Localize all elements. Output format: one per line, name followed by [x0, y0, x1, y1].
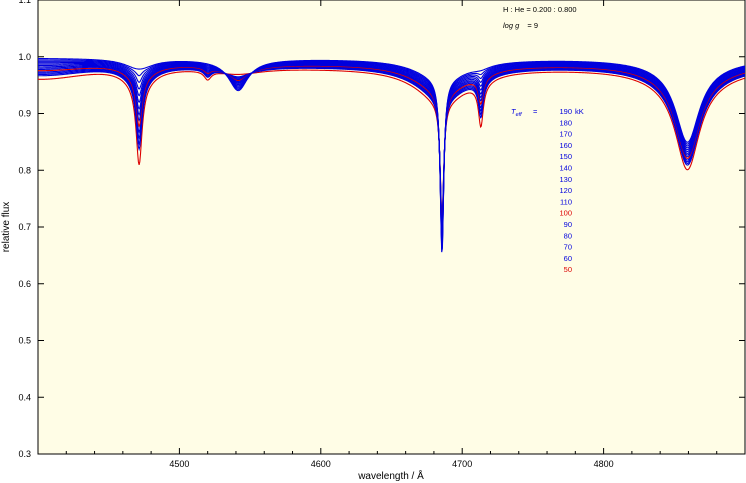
legend-entry: 190	[559, 107, 572, 116]
teff-equals: =	[533, 107, 538, 116]
logg-label: log g	[503, 21, 520, 30]
legend-entry: 160	[559, 141, 572, 150]
teff-label: Teff	[511, 107, 522, 118]
series-line-130	[38, 63, 745, 236]
annotation-layer: H : He = 0.200 : 0.800 log g = 9 Teff =	[503, 5, 577, 118]
series-layer	[38, 57, 745, 253]
legend-entry: 90	[564, 220, 572, 229]
legend-entry: 60	[564, 254, 572, 263]
x-tick-label: 4600	[311, 459, 331, 469]
y-tick-label: 0.7	[18, 222, 31, 232]
y-tick-label: 0.8	[18, 165, 31, 175]
x-tick-label: 4500	[169, 459, 189, 469]
ticks-layer: 4500 4600 4700 4800 0.3 0.4 0.5 0.6 0.7 0.8 0.9 1.0…	[18, 0, 745, 469]
teff-symbol: T	[511, 107, 517, 116]
series-line-140	[38, 62, 745, 239]
legend-entry: 50	[564, 265, 572, 274]
legend-entry: 170	[559, 130, 572, 139]
legend-entry: 120	[559, 186, 572, 195]
series-line-110	[38, 64, 745, 232]
legend-entry: 110	[560, 197, 572, 206]
series-line-170	[38, 60, 745, 247]
y-tick-label: 1.0	[18, 52, 31, 62]
y-tick-label: 0.5	[18, 336, 31, 346]
x-tick-label: 4700	[452, 459, 472, 469]
y-tick-label: 0.9	[18, 109, 31, 119]
legend-unit: kK	[575, 107, 584, 116]
legend-entry: 70	[564, 243, 572, 252]
series-line-60	[38, 67, 745, 221]
series-line-120	[38, 64, 745, 234]
legend-entry: 150	[559, 152, 572, 161]
y-tick-label: 0.4	[18, 392, 31, 402]
series-line-100	[38, 65, 745, 230]
series-line-190-kK	[38, 57, 745, 253]
y-tick-label: 1.1	[18, 0, 31, 5]
y-axis-title: relative flux	[1, 202, 12, 253]
series-line-160	[38, 61, 745, 245]
series-line-80	[38, 66, 745, 225]
series-line-90	[38, 65, 745, 227]
legend-entry: 100	[559, 209, 572, 218]
legend-entry: 130	[559, 175, 572, 184]
logg-annotation: log g = 9	[503, 21, 538, 30]
teff-subscript: eff	[516, 112, 523, 118]
series-line-50	[38, 69, 745, 215]
y-tick-label: 0.6	[18, 279, 31, 289]
logg-value: = 9	[527, 21, 538, 30]
series-line-150	[38, 62, 745, 242]
legend-entry: 80	[564, 231, 572, 240]
series-line-70	[38, 67, 745, 223]
legend-entry: 180	[559, 118, 572, 127]
y-tick-label: 0.3	[18, 449, 31, 459]
x-axis-title: wavelength / Å	[357, 469, 424, 482]
legend-entry: 140	[559, 164, 572, 173]
x-tick-label: 4800	[594, 459, 614, 469]
series-line-180	[38, 59, 745, 250]
composition-annotation: H : He = 0.200 : 0.800	[503, 5, 577, 14]
